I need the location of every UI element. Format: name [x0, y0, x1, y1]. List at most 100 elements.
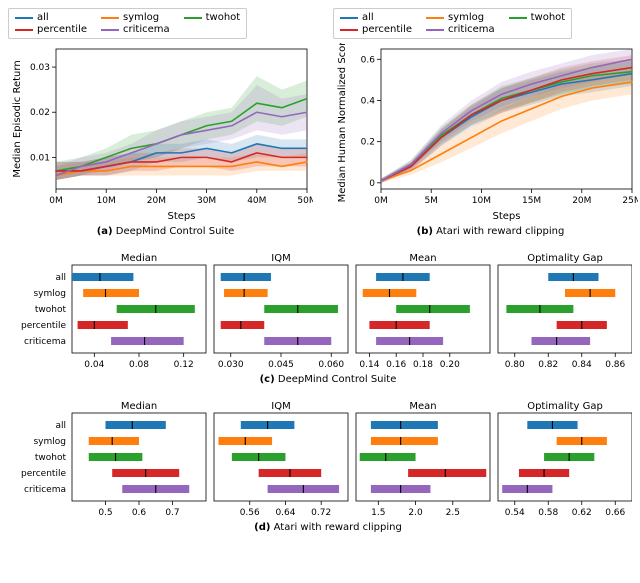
legend-swatch-all: [15, 17, 33, 19]
svg-text:0.72: 0.72: [311, 508, 331, 518]
svg-text:Median Episodic Return: Median Episodic Return: [12, 60, 23, 177]
svg-text:criticema: criticema: [24, 485, 66, 495]
chart-atari: 0M 5M 10M 15M 20M 25M 0 0.2 0.4 0.6 Steps Median Hu…: [333, 43, 638, 223]
svg-text:Steps: Steps: [168, 211, 196, 222]
svg-text:0.66: 0.66: [605, 508, 625, 518]
svg-text:0.4: 0.4: [361, 96, 376, 106]
svg-text:0.01: 0.01: [30, 153, 50, 163]
svg-text:0.18: 0.18: [413, 360, 433, 370]
svg-text:0.82: 0.82: [538, 360, 558, 370]
svg-text:0M: 0M: [374, 196, 388, 206]
legend-swatch-percentile: [340, 29, 358, 31]
caption-dmc: (a) DeepMind Control Suite: [8, 226, 323, 237]
bars-dmc-container: allsymlogtwohotpercentilecriticemaMedian…: [8, 251, 640, 385]
svg-text:40M: 40M: [247, 196, 266, 206]
panel-dmc: allsymlogtwohotpercentilecriticema 0M10M…: [8, 8, 323, 237]
svg-text:20M: 20M: [572, 196, 591, 206]
svg-text:all: all: [55, 273, 66, 283]
legend-swatch-symlog: [426, 17, 444, 19]
svg-text:Optimality Gap: Optimality Gap: [527, 253, 603, 264]
bars-atari: all symlog twohot percentile criticema Median…: [8, 399, 632, 519]
svg-text:0.08: 0.08: [129, 360, 149, 370]
legend-item-percentile: percentile: [340, 24, 412, 35]
line-charts-row: all symlog twohot percentile criticema 0M 10M…: [8, 8, 640, 237]
legend-item-criticema: criticema: [426, 24, 495, 35]
svg-text:25M: 25M: [622, 196, 638, 206]
caption-letter-bars-dmc: (c): [260, 374, 275, 385]
legend-swatch-twohot: [509, 17, 527, 19]
chart-dmc: 0M10M20M30M40M50M0.010.020.03StepsMedian…: [8, 43, 313, 223]
svg-text:Mean: Mean: [409, 253, 436, 264]
svg-text:0.03: 0.03: [30, 63, 50, 73]
legend-label-twohot: twohot: [531, 12, 566, 23]
legend-swatch-criticema: [101, 29, 119, 31]
svg-text:0.2: 0.2: [361, 138, 375, 148]
svg-text:30M: 30M: [197, 196, 216, 206]
svg-text:0.56: 0.56: [240, 508, 260, 518]
svg-text:2.5: 2.5: [446, 508, 460, 518]
svg-text:0.58: 0.58: [538, 508, 558, 518]
legend-label-twohot: twohot: [206, 12, 241, 23]
legend-label-all: all: [362, 12, 374, 23]
legend-label-all: all: [37, 12, 49, 23]
svg-text:0.62: 0.62: [572, 508, 592, 518]
panel-atari: allsymlogtwohotpercentilecriticema 0M5M1…: [333, 8, 640, 237]
svg-text:percentile: percentile: [21, 469, 66, 479]
svg-text:0.060: 0.060: [318, 360, 344, 370]
svg-text:15M: 15M: [522, 196, 541, 206]
legend-item-symlog: symlog: [101, 12, 170, 23]
svg-text:0.64: 0.64: [275, 508, 295, 518]
caption-text-bars-atari: Atari with reward clipping: [274, 522, 402, 533]
legend-item-all: all: [15, 12, 87, 23]
legend-swatch-symlog: [101, 17, 119, 19]
legend-label-symlog: symlog: [123, 12, 159, 23]
caption-bars-atari: (d) Atari with reward clipping: [8, 522, 640, 533]
legend-label-criticema: criticema: [123, 24, 170, 35]
svg-text:Median Human Normalized Score: Median Human Normalized Score: [337, 43, 348, 202]
svg-text:Median: Median: [121, 401, 157, 412]
legend-swatch-criticema: [426, 29, 444, 31]
svg-text:5M: 5M: [424, 196, 438, 206]
svg-text:50M: 50M: [297, 196, 313, 206]
legend-label-criticema: criticema: [448, 24, 495, 35]
svg-text:0.12: 0.12: [174, 360, 194, 370]
bars-atari-container: all symlog twohot percentile criticema Median…: [8, 399, 640, 533]
svg-text:twohot: twohot: [35, 453, 67, 463]
svg-text:symlog: symlog: [33, 437, 66, 447]
legend-swatch-twohot: [184, 17, 202, 19]
svg-text:20M: 20M: [147, 196, 166, 206]
svg-text:0.20: 0.20: [440, 360, 460, 370]
caption-text-bars-dmc: DeepMind Control Suite: [278, 374, 397, 385]
svg-text:0.030: 0.030: [218, 360, 244, 370]
svg-text:1.5: 1.5: [371, 508, 385, 518]
svg-text:0.80: 0.80: [505, 360, 525, 370]
svg-text:0.84: 0.84: [572, 360, 592, 370]
svg-text:0.54: 0.54: [505, 508, 525, 518]
svg-text:0.86: 0.86: [605, 360, 625, 370]
legend-label-percentile: percentile: [37, 24, 87, 35]
legend-dmc: all symlog twohot percentile criticema: [8, 8, 247, 39]
svg-text:0: 0: [369, 179, 375, 189]
svg-text:twohot: twohot: [35, 305, 67, 315]
svg-text:10M: 10M: [97, 196, 116, 206]
svg-text:Optimality Gap: Optimality Gap: [527, 401, 603, 412]
svg-text:all: all: [55, 421, 66, 431]
svg-text:Mean: Mean: [409, 401, 436, 412]
legend-atari: allsymlogtwohotpercentilecriticema: [333, 8, 572, 39]
svg-text:percentile: percentile: [21, 321, 66, 331]
svg-text:Median: Median: [121, 253, 157, 264]
svg-text:0.7: 0.7: [165, 508, 179, 518]
svg-text:0.045: 0.045: [268, 360, 294, 370]
bars-dmc: allsymlogtwohotpercentilecriticemaMedian…: [8, 251, 632, 371]
svg-text:0.6: 0.6: [361, 55, 376, 65]
legend-item-twohot: twohot: [184, 12, 241, 23]
caption-atari: (b) Atari with reward clipping: [333, 226, 640, 237]
legend-label-percentile: percentile: [362, 24, 412, 35]
svg-text:10M: 10M: [472, 196, 491, 206]
svg-text:Steps: Steps: [493, 211, 521, 222]
svg-text:0.02: 0.02: [30, 108, 50, 118]
caption-letter-dmc: (a): [97, 226, 113, 237]
svg-text:IQM: IQM: [271, 401, 290, 412]
svg-text:criticema: criticema: [24, 337, 66, 347]
svg-text:0.6: 0.6: [132, 508, 147, 518]
